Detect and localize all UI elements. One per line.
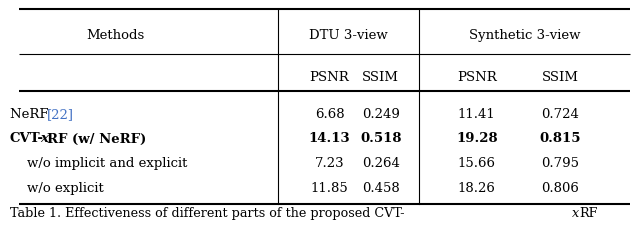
- Text: 15.66: 15.66: [458, 157, 496, 170]
- Text: 0.724: 0.724: [541, 107, 579, 120]
- Text: 7.23: 7.23: [315, 157, 344, 170]
- Text: RF (w/ NeRF): RF (w/ NeRF): [47, 132, 146, 145]
- Text: Table 1. Effectiveness of different parts of the proposed CVT-: Table 1. Effectiveness of different part…: [10, 206, 404, 219]
- Text: 0.458: 0.458: [362, 181, 399, 194]
- Text: 0.249: 0.249: [362, 107, 400, 120]
- Text: PSNR: PSNR: [310, 71, 349, 84]
- Text: NeRF: NeRF: [10, 107, 51, 120]
- Text: 6.68: 6.68: [315, 107, 344, 120]
- Text: 11.85: 11.85: [311, 181, 348, 194]
- Text: CVT-: CVT-: [10, 132, 44, 145]
- Text: x: x: [572, 206, 579, 219]
- Text: 0.264: 0.264: [362, 157, 400, 170]
- Text: PSNR: PSNR: [457, 71, 497, 84]
- Text: Methods: Methods: [86, 28, 145, 41]
- Text: 14.13: 14.13: [308, 132, 351, 145]
- Text: DTU 3-view: DTU 3-view: [309, 28, 388, 41]
- Text: Synthetic 3-view: Synthetic 3-view: [469, 28, 580, 41]
- Text: 0.815: 0.815: [540, 132, 580, 145]
- Text: 19.28: 19.28: [456, 132, 498, 145]
- Text: [22]: [22]: [47, 107, 74, 120]
- Text: 11.41: 11.41: [458, 107, 495, 120]
- Text: RF: RF: [579, 206, 598, 219]
- Text: w/o implicit and explicit: w/o implicit and explicit: [10, 157, 187, 170]
- Text: SSIM: SSIM: [541, 71, 579, 84]
- Text: SSIM: SSIM: [362, 71, 399, 84]
- Text: 0.518: 0.518: [360, 132, 401, 145]
- Text: w/o explicit: w/o explicit: [10, 181, 103, 194]
- Text: 0.806: 0.806: [541, 181, 579, 194]
- Text: x: x: [40, 132, 48, 145]
- Text: 0.795: 0.795: [541, 157, 579, 170]
- Text: 18.26: 18.26: [458, 181, 496, 194]
